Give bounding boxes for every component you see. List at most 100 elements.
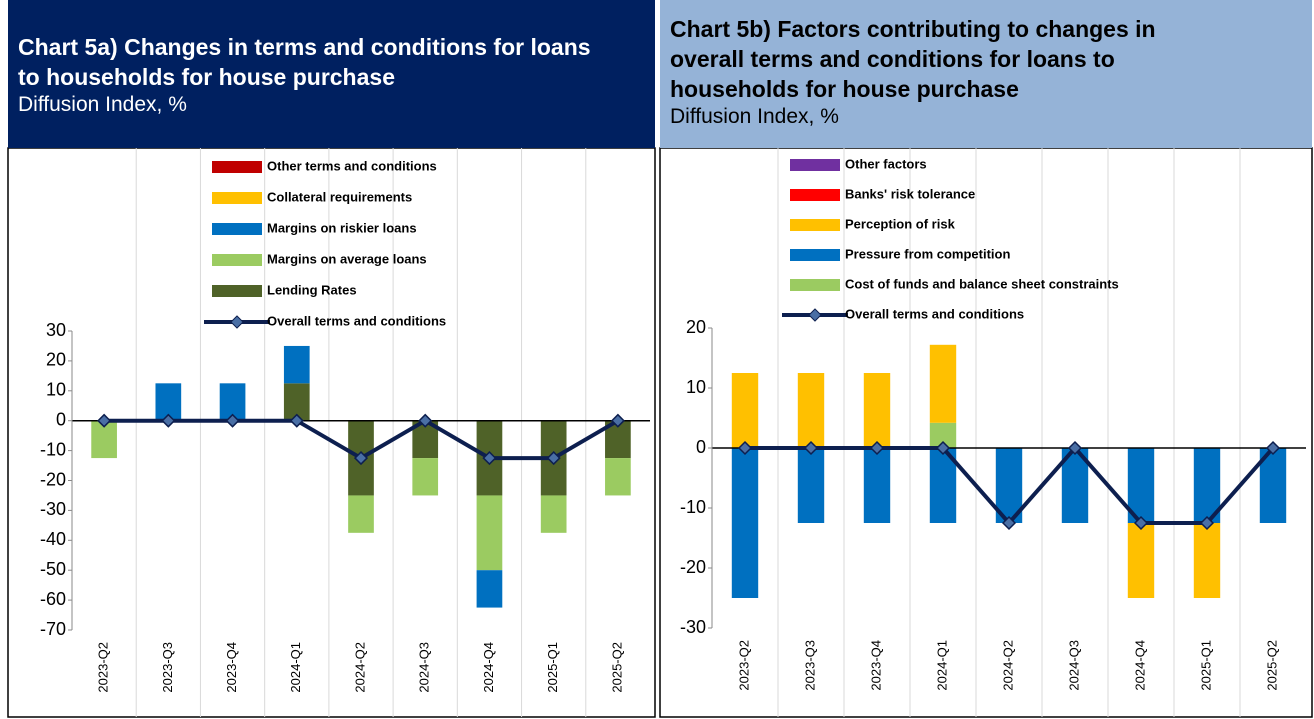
y-tick-label: 0 [696,437,706,457]
legend-label: Overall terms and conditions [845,306,1024,321]
y-tick-label: -50 [40,559,66,579]
x-tick-label: 2025-Q1 [1198,640,1213,691]
y-tick-label: -30 [40,499,66,519]
bar [412,458,439,496]
legend-label: Other terms and conditions [267,158,437,173]
y-tick-label: 10 [46,380,66,400]
line-marker [1001,515,1017,531]
x-tick-label: 2024-Q4 [481,642,496,693]
line-marker [546,451,561,466]
legend-label: Lending Rates [267,282,357,297]
line-marker [161,413,176,428]
chart-subtitle: Diffusion Index, % [670,105,839,128]
legend-swatch [212,254,262,266]
bar [1127,523,1155,598]
bar [797,373,825,448]
header-a: Chart 5a) Changes in terms and condition… [8,0,655,148]
y-tick-label: 30 [46,320,66,340]
line-marker [1199,515,1215,531]
y-tick-label: -20 [680,557,706,577]
legend-label: Overall terms and conditions [267,313,446,328]
plot-frame [659,147,1313,718]
legend-swatch [790,279,840,291]
x-tick-label: 2023-Q3 [802,640,817,691]
bar [605,458,631,496]
x-tick-label: 2024-Q4 [1132,640,1147,691]
line-marker [225,413,240,428]
x-tick-label: 2023-Q2 [736,640,751,691]
line-marker [803,440,819,456]
legend-label: Pressure from competition [845,246,1010,261]
y-tick-label: -20 [40,469,66,489]
y-tick-label: 0 [56,409,66,429]
x-tick-label: 2024-Q1 [288,642,303,693]
y-tick-label: -60 [40,589,66,609]
legend-label: Perception of risk [845,216,956,231]
bar [283,345,310,384]
bar [863,448,891,523]
x-tick-label: 2025-Q2 [1264,640,1279,691]
y-tick-label: 20 [46,350,66,370]
bar [476,495,503,571]
legend-label: Cost of funds and balance sheet constrai… [845,276,1119,291]
y-tick-label: -70 [40,619,66,639]
legend-swatch [212,285,262,297]
legend-swatch [790,249,840,261]
legend-swatch [212,223,262,235]
x-tick-label: 2024-Q3 [1066,640,1081,691]
legend-swatch [808,308,822,322]
legend-swatch [790,219,840,231]
x-tick-label: 2023-Q4 [224,642,239,693]
x-tick-label: 2023-Q2 [96,642,111,693]
line-marker [737,440,753,456]
x-tick-label: 2024-Q1 [934,640,949,691]
y-tick-label: -10 [680,497,706,517]
line-marker [289,413,304,428]
chart-subtitle: Diffusion Index, % [18,93,187,116]
bar [540,495,567,533]
y-tick-label: 20 [686,317,706,337]
legend-label: Margins on average loans [267,251,427,266]
legend-label: Other factors [845,156,927,171]
bar [797,448,825,523]
chart-title: Chart 5a) Changes in terms and condition… [18,34,591,90]
bar [348,495,374,533]
chart-title: Chart 5b) Factors contributing to change… [670,16,1156,102]
bar [476,570,503,608]
line-marker [1265,440,1281,456]
y-tick-label: -10 [40,439,66,459]
line-marker [482,451,497,466]
line-marker [97,413,112,428]
x-tick-label: 2025-Q2 [609,642,624,693]
x-tick-label: 2025-Q1 [545,642,560,693]
x-tick-label: 2023-Q4 [868,640,883,691]
x-tick-label: 2023-Q3 [160,642,175,693]
legend-swatch [790,189,840,201]
y-tick-label: -30 [680,617,706,637]
line-marker [353,451,369,466]
bar [1193,523,1221,598]
x-tick-label: 2024-Q3 [417,642,432,693]
plot-frame [7,147,656,718]
x-tick-label: 2024-Q2 [1000,640,1015,691]
bar [731,373,759,448]
line-marker [935,440,951,456]
line-marker [1067,440,1083,456]
bar [863,373,891,448]
y-tick-label: 10 [686,377,706,397]
header-b: Chart 5b) Factors contributing to change… [660,0,1312,148]
x-tick-label: 2024-Q2 [352,642,367,693]
legend-swatch [790,159,840,171]
line-marker [1133,515,1149,531]
legend-label: Collateral requirements [267,189,412,204]
legend-label: Margins on riskier loans [267,220,417,235]
line-marker [610,413,625,428]
line-marker [869,440,885,456]
legend-swatch [230,315,244,329]
legend-label: Banks' risk tolerance [845,186,975,201]
line-marker [418,413,433,428]
legend-swatch [212,192,262,204]
bar [731,448,759,598]
